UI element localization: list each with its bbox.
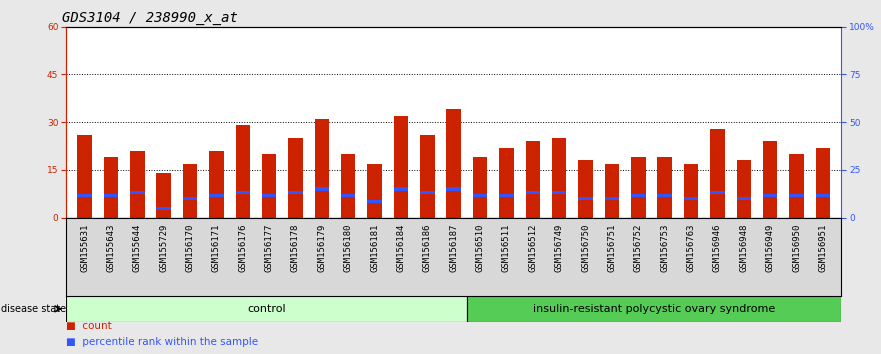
Bar bbox=[763, 141, 777, 218]
Text: GSM156751: GSM156751 bbox=[607, 224, 617, 272]
Text: GSM156752: GSM156752 bbox=[633, 224, 643, 272]
Bar bbox=[737, 197, 751, 200]
Bar bbox=[447, 109, 461, 218]
Bar bbox=[631, 194, 646, 197]
Bar bbox=[130, 151, 144, 218]
Bar bbox=[420, 190, 434, 194]
Bar bbox=[78, 194, 92, 197]
Bar bbox=[394, 188, 408, 190]
Bar bbox=[130, 190, 144, 194]
Text: GSM156511: GSM156511 bbox=[502, 224, 511, 272]
Text: GSM156951: GSM156951 bbox=[818, 224, 827, 272]
Bar bbox=[737, 160, 751, 218]
Text: GSM156946: GSM156946 bbox=[713, 224, 722, 272]
Text: GSM156180: GSM156180 bbox=[344, 224, 352, 272]
Bar bbox=[710, 129, 725, 218]
Bar bbox=[473, 194, 487, 197]
Text: GSM156186: GSM156186 bbox=[423, 224, 432, 272]
Text: GSM156179: GSM156179 bbox=[317, 224, 326, 272]
Bar bbox=[104, 157, 118, 218]
Bar bbox=[341, 194, 356, 197]
Bar bbox=[473, 157, 487, 218]
Bar bbox=[288, 138, 303, 218]
Bar bbox=[604, 164, 619, 218]
Bar bbox=[315, 188, 329, 190]
Text: GSM156181: GSM156181 bbox=[370, 224, 379, 272]
Bar bbox=[209, 194, 224, 197]
Text: GSM156948: GSM156948 bbox=[739, 224, 748, 272]
Bar bbox=[367, 200, 381, 203]
Bar bbox=[526, 190, 540, 194]
Bar bbox=[604, 197, 619, 200]
Bar bbox=[578, 160, 593, 218]
Bar bbox=[315, 119, 329, 218]
Bar bbox=[657, 194, 672, 197]
Bar bbox=[182, 197, 197, 200]
Bar bbox=[157, 207, 171, 210]
Text: GSM156510: GSM156510 bbox=[476, 224, 485, 272]
Bar bbox=[447, 188, 461, 190]
Text: GSM156178: GSM156178 bbox=[291, 224, 300, 272]
Text: GSM156949: GSM156949 bbox=[766, 224, 774, 272]
Bar bbox=[710, 190, 725, 194]
Text: GSM156950: GSM156950 bbox=[792, 224, 801, 272]
Bar bbox=[631, 157, 646, 218]
Text: ■  count: ■ count bbox=[66, 321, 112, 331]
Text: disease state: disease state bbox=[1, 304, 66, 314]
Bar bbox=[262, 154, 277, 218]
Text: GSM156750: GSM156750 bbox=[581, 224, 590, 272]
Bar bbox=[78, 135, 92, 218]
Bar bbox=[552, 190, 566, 194]
Bar bbox=[500, 148, 514, 218]
Bar bbox=[420, 135, 434, 218]
Text: control: control bbox=[248, 304, 286, 314]
Bar bbox=[182, 164, 197, 218]
Bar bbox=[657, 157, 672, 218]
Bar bbox=[394, 116, 408, 218]
Text: GSM156184: GSM156184 bbox=[396, 224, 405, 272]
Text: insulin-resistant polycystic ovary syndrome: insulin-resistant polycystic ovary syndr… bbox=[533, 304, 775, 314]
Bar bbox=[66, 296, 467, 322]
Bar bbox=[104, 194, 118, 197]
Text: GSM156753: GSM156753 bbox=[660, 224, 670, 272]
Bar bbox=[684, 164, 699, 218]
Text: GSM156763: GSM156763 bbox=[686, 224, 695, 272]
Text: GSM155729: GSM155729 bbox=[159, 224, 168, 272]
Bar bbox=[288, 190, 303, 194]
Bar bbox=[816, 194, 830, 197]
Text: ■  percentile rank within the sample: ■ percentile rank within the sample bbox=[66, 337, 258, 347]
Bar bbox=[552, 138, 566, 218]
Bar bbox=[367, 164, 381, 218]
Text: GSM155644: GSM155644 bbox=[133, 224, 142, 272]
Bar bbox=[789, 194, 803, 197]
Text: GSM156187: GSM156187 bbox=[449, 224, 458, 272]
Bar bbox=[262, 194, 277, 197]
Bar bbox=[500, 194, 514, 197]
Bar bbox=[341, 154, 356, 218]
Bar bbox=[684, 197, 699, 200]
Text: GSM156171: GSM156171 bbox=[212, 224, 221, 272]
Text: GSM156512: GSM156512 bbox=[529, 224, 537, 272]
Bar bbox=[209, 151, 224, 218]
Bar bbox=[235, 190, 250, 194]
Bar bbox=[763, 194, 777, 197]
Text: GSM156177: GSM156177 bbox=[264, 224, 274, 272]
Bar bbox=[816, 148, 830, 218]
Bar bbox=[789, 154, 803, 218]
Bar bbox=[526, 141, 540, 218]
Text: GSM155643: GSM155643 bbox=[107, 224, 115, 272]
Bar bbox=[578, 197, 593, 200]
Text: GSM156170: GSM156170 bbox=[186, 224, 195, 272]
Bar bbox=[157, 173, 171, 218]
Bar bbox=[235, 125, 250, 218]
Text: GSM156749: GSM156749 bbox=[555, 224, 564, 272]
Text: GSM155631: GSM155631 bbox=[80, 224, 89, 272]
Text: GDS3104 / 238990_x_at: GDS3104 / 238990_x_at bbox=[62, 11, 238, 25]
Text: GSM156176: GSM156176 bbox=[238, 224, 248, 272]
Bar bbox=[467, 296, 841, 322]
